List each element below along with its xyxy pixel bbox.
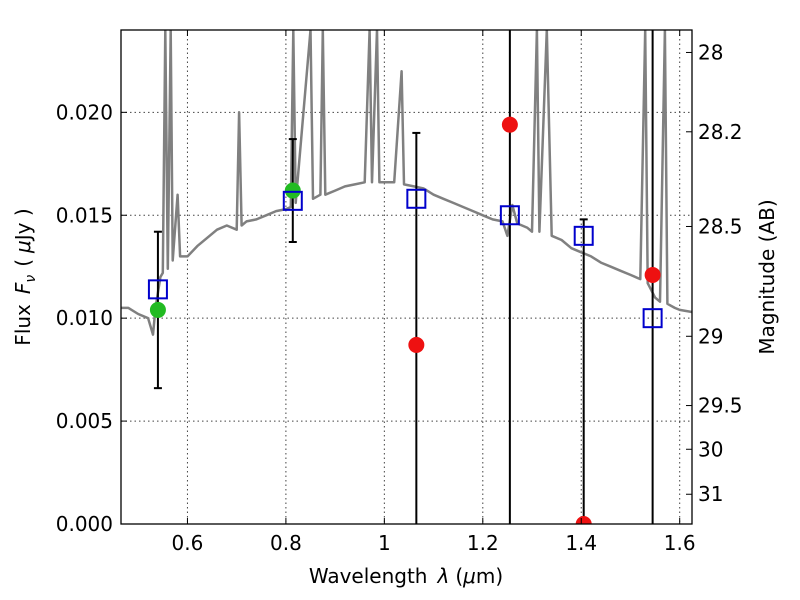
y2-tick-label: 28 <box>698 40 723 64</box>
sed-spectrum-layer <box>121 30 692 336</box>
y-axis-label: Flux Fν ( μJy ) <box>11 208 39 345</box>
x-tick-label: 1.4 <box>565 531 597 555</box>
y-tick-label: 0.020 <box>56 100 113 124</box>
upper-limit-point <box>644 266 661 283</box>
y2-tick-label: 28.2 <box>698 120 743 144</box>
upper-limit-point <box>408 336 425 353</box>
y2-tick-label: 29 <box>698 324 723 348</box>
upper-limit-point <box>575 516 592 524</box>
model-photometry-point <box>282 190 303 211</box>
data-points-layer <box>147 116 663 524</box>
y-tick-label: 0.005 <box>56 409 113 433</box>
x-axis-label-unit-open: ( <box>455 564 463 588</box>
y-tick-label: 0.000 <box>56 512 113 536</box>
y2-axis-label: Magnitude (AB) <box>755 199 779 354</box>
x-tick-label: 1 <box>378 531 391 555</box>
y2-tick-label: 29.5 <box>698 394 743 418</box>
x-axis-label: Wavelength λ (μm) <box>309 564 503 588</box>
model-photometry-point <box>406 188 427 209</box>
y2-tick-label: 30 <box>698 437 723 461</box>
detection-point <box>284 182 301 199</box>
x-tick-label: 1.6 <box>664 531 696 555</box>
plot-frame <box>120 29 693 525</box>
y-axis-label-unit-open: ( <box>11 259 35 267</box>
y-tick-label: 0.015 <box>56 203 113 227</box>
y-axis-label-main: Flux <box>11 304 35 346</box>
y-axis-label-unit-mu: μ <box>11 240 35 254</box>
model-photometry-point <box>499 205 520 226</box>
x-axis-label-unit-rest: m) <box>476 564 503 588</box>
model-photometry-point <box>147 279 168 300</box>
sed-spectrum-line <box>121 30 692 336</box>
detection-point <box>149 301 166 318</box>
y-axis-label-symbol: F <box>11 282 35 294</box>
y-axis-label-unit-rest: Jy ) <box>11 208 35 242</box>
model-photometry-point <box>573 225 594 246</box>
y2-tick-label: 31 <box>698 482 723 506</box>
x-tick-label: 0.6 <box>172 531 204 555</box>
ticks-layer: 0.6 0.8 1 1.2 1.4 1.6 0.000 0.005 0.010 0.015 0.02… <box>56 30 743 555</box>
x-axis-label-main: Wavelength <box>309 564 428 588</box>
y-tick-label: 0.010 <box>56 306 113 330</box>
x-axis-label-unit-mu: μ <box>462 564 476 588</box>
upper-limit-point <box>501 116 518 133</box>
x-tick-label: 0.8 <box>270 531 302 555</box>
x-axis-label-symbol: λ <box>436 564 449 588</box>
model-photometry-point <box>642 308 663 329</box>
y2-tick-label: 28.5 <box>698 214 743 238</box>
y-axis-label-subscript: ν <box>23 275 39 283</box>
x-tick-label: 1.2 <box>467 531 499 555</box>
